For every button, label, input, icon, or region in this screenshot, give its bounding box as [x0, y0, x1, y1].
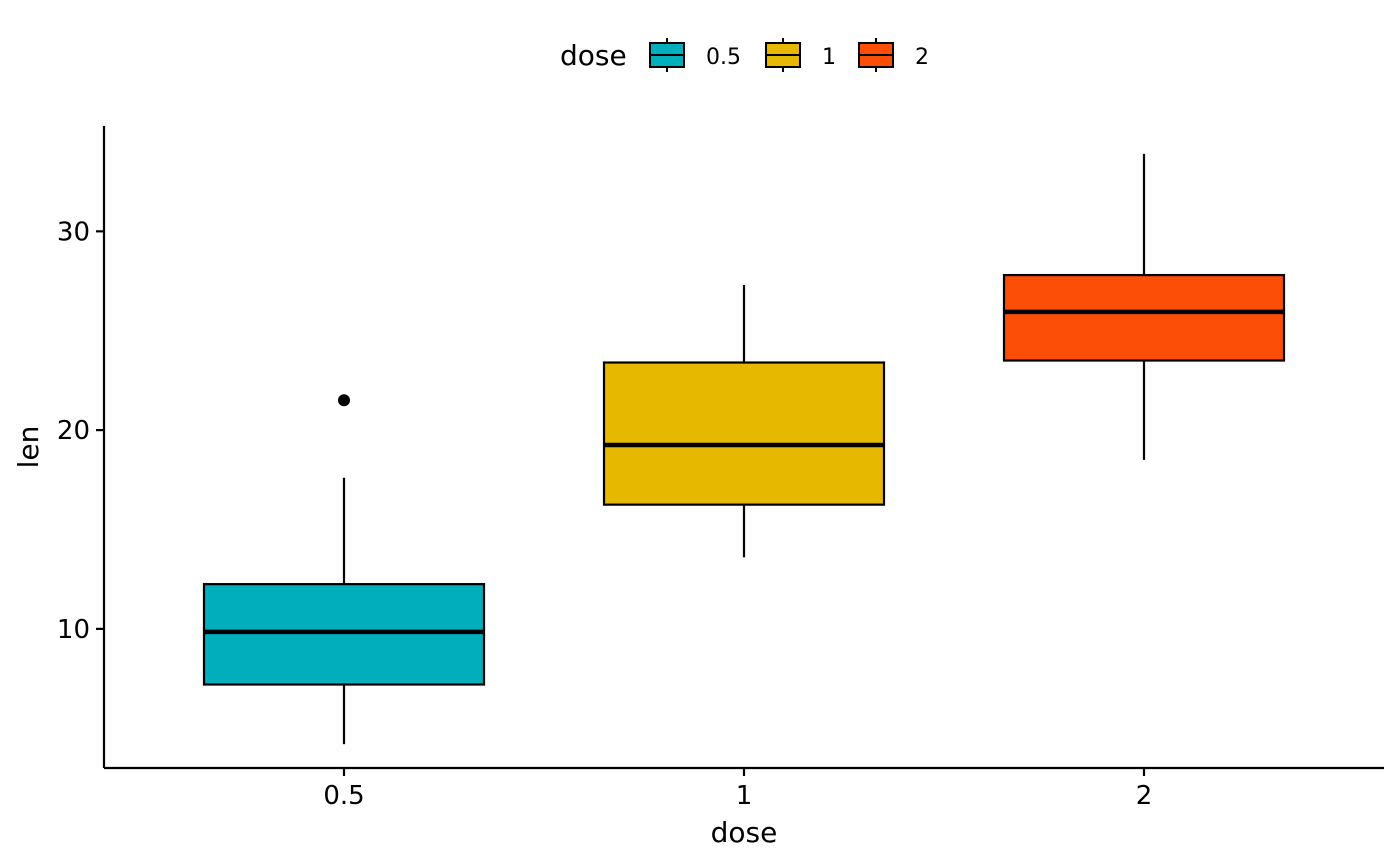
legend-label: 1 — [822, 45, 836, 70]
legend-key-0.5 — [649, 38, 685, 72]
box-2 — [1002, 273, 1286, 362]
y-tick-label: 30 — [57, 217, 90, 247]
x-ticks: 0.5 1 2 — [323, 768, 1152, 811]
legend-label: 2 — [915, 45, 929, 70]
boxes — [202, 153, 1286, 745]
box-1 — [602, 361, 886, 506]
box-group — [1002, 153, 1286, 460]
legend-key-1 — [765, 38, 801, 72]
y-axis-title: len — [12, 426, 45, 469]
y-tick-label: 10 — [57, 615, 90, 645]
outlier-point — [338, 394, 350, 407]
y-ticks: 10 20 30 — [57, 217, 104, 645]
x-axis-title: dose — [711, 816, 778, 849]
legend-items: 0.5 1 2 — [649, 38, 929, 72]
box-group — [202, 394, 486, 745]
legend-key-2 — [858, 38, 894, 72]
x-tick-label: 0.5 — [323, 781, 364, 811]
legend-label: 0.5 — [706, 45, 741, 70]
y-tick-label: 20 — [57, 416, 90, 446]
x-tick-label: 1 — [736, 781, 753, 811]
box-0.5 — [202, 583, 486, 686]
legend: dose 0.5 1 2 — [560, 38, 929, 72]
box-group — [602, 285, 886, 558]
x-tick-label: 2 — [1136, 781, 1153, 811]
legend-title: dose — [560, 39, 627, 72]
axes: 10 20 30 0.5 1 2 — [57, 126, 1384, 811]
